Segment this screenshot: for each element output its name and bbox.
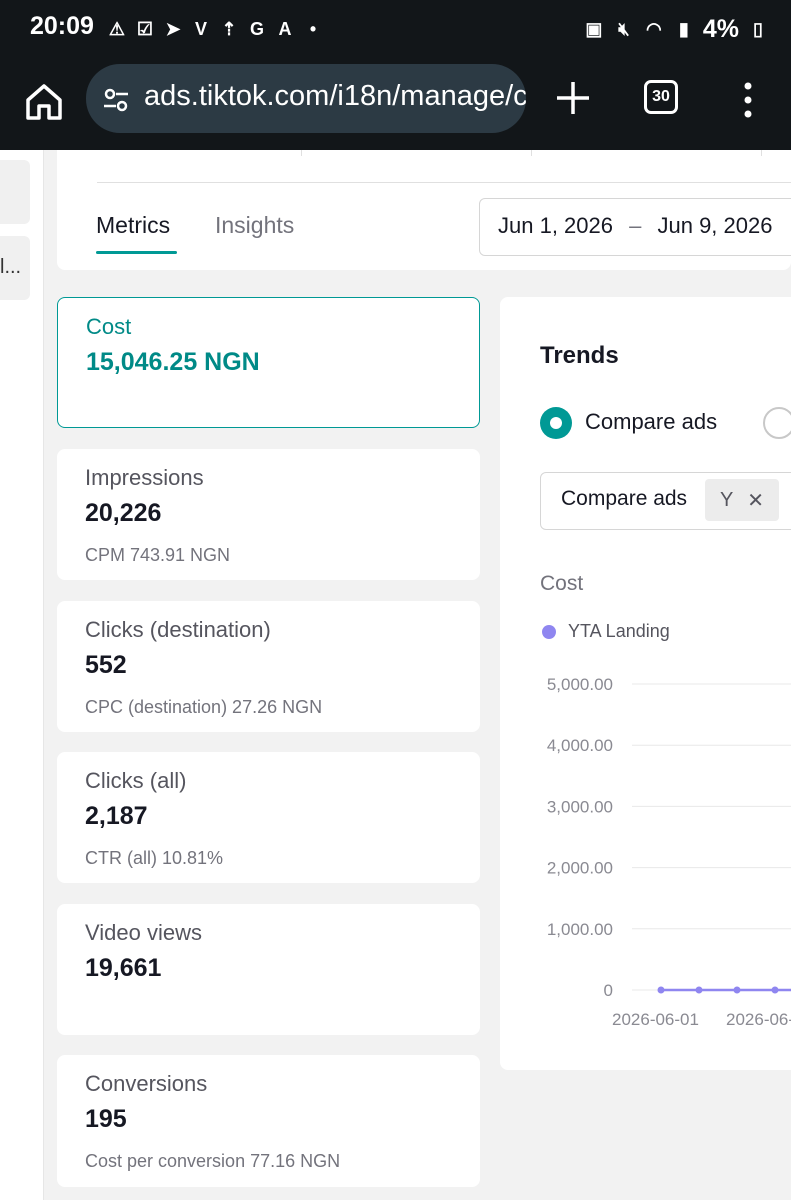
metric-value: 195 (85, 1105, 127, 1133)
new-tab-icon[interactable] (553, 78, 593, 118)
legend-label[interactable]: YTA Landing (568, 621, 670, 641)
divider (761, 150, 762, 156)
metric-sub: Cost per conversion 77.16 NGN (85, 1151, 341, 1171)
y-tick-label: 5,000.00 (547, 675, 613, 694)
data-point[interactable] (657, 986, 665, 994)
tab-metrics[interactable]: Metrics (96, 212, 171, 238)
overflow-menu-icon[interactable] (736, 78, 760, 122)
metric-value: 20,226 (85, 499, 162, 527)
trends-title: Trends (540, 342, 619, 369)
other-radio[interactable] (763, 407, 791, 439)
tab-insights[interactable]: Insights (215, 212, 295, 238)
metric-label: Cost (86, 314, 132, 339)
metric-card-video-views[interactable]: Video views 19,661 (57, 904, 480, 1035)
metric-card-clicks-all[interactable]: Clicks (all) 2,187 CTR (all) 10.81% (57, 752, 480, 883)
metric-label: Conversions (85, 1071, 208, 1096)
metric-sub: CTR (all) 10.81% (85, 848, 224, 868)
site-settings-icon[interactable] (102, 86, 130, 114)
header-card: Metrics Insights Jun 1, 2026 – Jun 9, 20… (57, 150, 791, 270)
rail-item[interactable] (0, 160, 30, 224)
metric-value: 552 (85, 651, 127, 679)
x-tick-label: 2026-06-0 (726, 1010, 791, 1029)
metric-card-clicks-destination[interactable]: Clicks (destination) 552 CPC (destinatio… (57, 601, 480, 732)
y-tick-label: 3,000.00 (547, 797, 613, 816)
metric-card-cost[interactable]: Cost 15,046.25 NGN (57, 297, 480, 428)
date-range-picker[interactable]: Jun 1, 2026 – Jun 9, 2026 (479, 198, 791, 256)
date-range-text: Jun 1, 2026 – Jun 9, 2026 (498, 213, 772, 239)
mute-icon: 🔇︎ (618, 18, 630, 39)
metric-label: Clicks (all) (85, 768, 187, 793)
wifi-icon: ◠ (646, 18, 662, 39)
cost-line-chart: 5,000.00 4,000.00 3,000.00 2,000.00 1,000.00… (547, 675, 791, 1029)
status-bar: 20:09 ⚠ ☑ ➤ V ⇡ G A • ▣ 🔇︎ ◠ ▮ 4% ▯ (0, 0, 791, 58)
dot-icon: • (309, 18, 317, 39)
battery-icon: ▯ (753, 18, 763, 39)
warning-icon: ⚠ (108, 18, 126, 39)
notification-icons: ⚠ ☑ ➤ V ⇡ G A • (106, 12, 324, 46)
divider (97, 182, 791, 183)
metric-label: Clicks (destination) (85, 617, 271, 642)
url-text: ads.tiktok.com/i18n/manage/c (144, 80, 526, 112)
upload-icon: ⇡ (221, 18, 237, 39)
signal-icon: ▮ (678, 18, 689, 39)
address-bar[interactable]: ads.tiktok.com/i18n/manage/c (86, 64, 526, 133)
compare-ads-radio[interactable] (540, 407, 572, 439)
system-icons: ▣ 🔇︎ ◠ ▮ 4% ▯ (583, 12, 769, 46)
ar-app-icon: A (278, 18, 292, 39)
metric-sub: CPC (destination) 27.26 NGN (85, 697, 323, 717)
telegram-icon: ➤ (165, 18, 181, 39)
metric-value: 15,046.25 NGN (86, 348, 260, 376)
legend-dot (542, 625, 556, 639)
y-tick-label: 4,000.00 (547, 736, 613, 755)
selected-ad-chip: Y ✕ (705, 479, 779, 521)
browser-toolbar: ads.tiktok.com/i18n/manage/c 30 (0, 58, 791, 150)
chip-label: Y (719, 488, 734, 511)
compare-ads-select-label: Compare ads (561, 487, 688, 510)
divider (531, 150, 532, 156)
g-app-icon: G (249, 18, 264, 39)
metric-value: 19,661 (85, 954, 162, 982)
metric-card-conversions[interactable]: Conversions 195 Cost per conversion 77.1… (57, 1055, 480, 1187)
data-point[interactable] (695, 986, 703, 994)
checkbox-icon: ☑ (136, 18, 154, 39)
rail-item[interactable] (0, 236, 30, 300)
metric-label: Impressions (85, 465, 204, 490)
v-app-icon: V (194, 18, 207, 39)
compare-ads-radio-label[interactable]: Compare ads (585, 409, 718, 434)
tab-switcher-button[interactable]: 30 (644, 80, 678, 114)
left-rail (0, 150, 44, 1200)
battery-percent: 4% (702, 14, 739, 43)
folder-icon: ▣ (585, 18, 603, 39)
y-tick-label: 1,000.00 (547, 920, 613, 939)
data-point[interactable] (771, 986, 779, 994)
metric-value: 2,187 (85, 802, 148, 830)
rail-truncated-label: l... (0, 256, 22, 278)
chart-title: Cost (540, 572, 584, 595)
compare-ads-select[interactable]: Compare ads Y ✕ (540, 472, 791, 530)
x-tick-label: 2026-06-01 (612, 1010, 699, 1029)
date-end: Jun 9, 2026 (657, 213, 773, 238)
divider (301, 150, 302, 156)
trends-panel: Trends Compare ads Compare ads Y ✕ Cost … (500, 297, 791, 1070)
home-icon[interactable] (22, 80, 66, 124)
y-tick-label: 0 (604, 981, 613, 1000)
metric-label: Video views (85, 920, 202, 945)
remove-chip-icon[interactable]: ✕ (747, 489, 765, 512)
active-tab-indicator (96, 251, 177, 254)
date-separator: – (629, 213, 642, 238)
status-time: 20:09 (30, 12, 94, 40)
metric-card-impressions[interactable]: Impressions 20,226 CPM 743.91 NGN (57, 449, 480, 580)
date-start: Jun 1, 2026 (498, 213, 613, 238)
metric-sub: CPM 743.91 NGN (85, 545, 231, 565)
data-point[interactable] (733, 986, 741, 994)
y-tick-label: 2,000.00 (547, 859, 613, 878)
